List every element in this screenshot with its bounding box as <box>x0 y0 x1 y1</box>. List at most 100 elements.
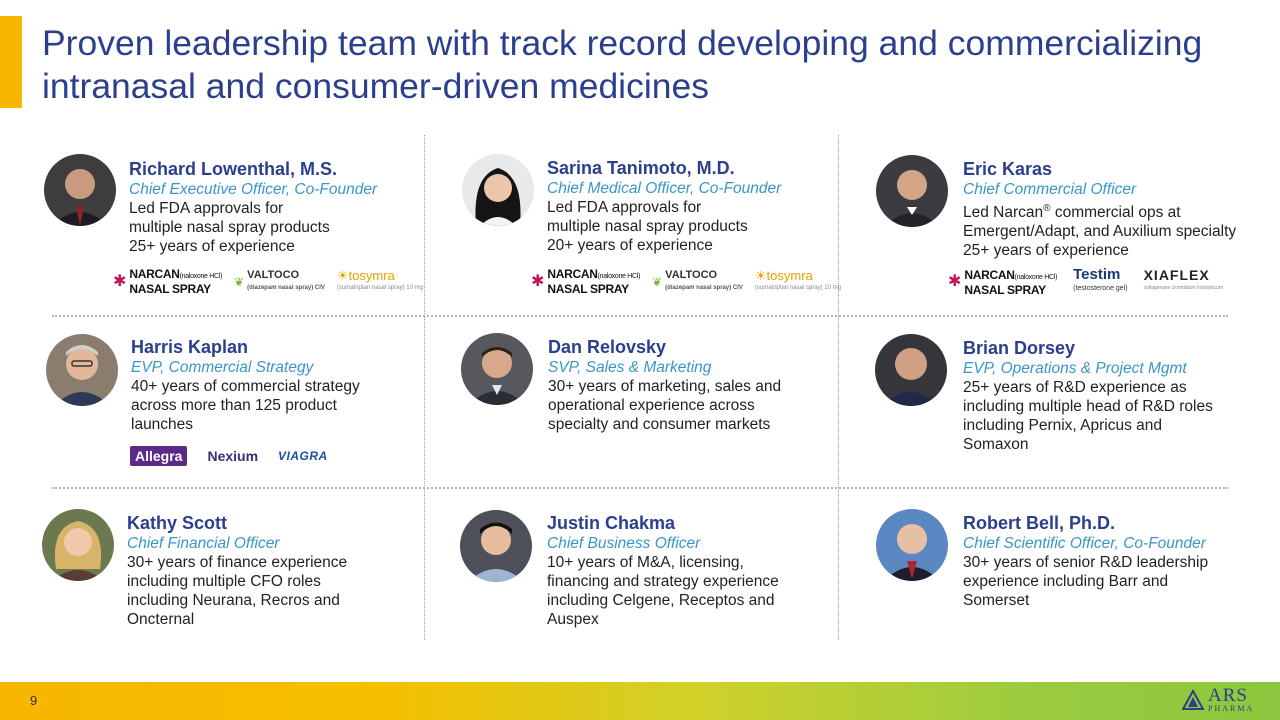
person-role: Chief Executive Officer, Co-Founder <box>129 181 378 198</box>
testim-logo-sub: (testosterone gel) <box>1073 285 1128 292</box>
person-role: Chief Commercial Officer <box>963 181 1137 198</box>
person-description: 30+ years of senior R&D leadership exper… <box>963 554 1209 609</box>
narcan-logo: ✱ NARCAN(naloxone HCl) NASAL SPRAY <box>948 269 1057 296</box>
row-divider <box>52 487 1228 489</box>
leaf-icon: ❦ <box>652 274 663 289</box>
person-description: 30+ years of marketing, sales and operat… <box>548 378 782 433</box>
product-logos: ✱ NARCAN(naloxone HCl) NASAL SPRAY Testim… <box>948 266 1224 296</box>
avatar <box>462 154 534 226</box>
ars-pharma-logo: ARS PHARMA <box>1182 685 1255 713</box>
person-card: Eric Karas Chief Commercial Officer Led … <box>963 159 1263 260</box>
person-description: 30+ years of finance experience includin… <box>127 554 348 628</box>
product-logos: Allegra Nexium VIAGRA <box>130 446 328 466</box>
testim-logo: Testim (testosterone gel) <box>1073 266 1128 296</box>
person-description: Led Narcan® commercial ops at Emergent/A… <box>963 199 1263 260</box>
product-logos: ✱ NARCAN(naloxone HCl) NASAL SPRAY ❦ VALT… <box>531 268 841 295</box>
person-card: Dan Relovsky SVP, Sales & Marketing 30+ … <box>548 337 848 434</box>
row-divider <box>52 315 1228 317</box>
description-part: Led Narcan <box>963 204 1044 222</box>
person-role: Chief Financial Officer <box>127 535 280 552</box>
avatar <box>46 334 118 406</box>
xiaflex-logo-sub: collagenase clostridium histolyticum <box>1143 285 1224 291</box>
narcan-logo-small: (naloxone HCl) <box>179 273 223 280</box>
leaf-icon: ❦ <box>234 274 245 289</box>
sun-icon: ☀ <box>754 267 767 283</box>
valtoco-logo-sub: (diazepam nasal spray) CIV <box>665 284 743 291</box>
person-name: Dan Relovsky <box>548 337 667 357</box>
column-divider <box>838 135 839 640</box>
tosymra-logo-sub: (sumatriptan nasal spray) 10 mg <box>754 284 841 291</box>
person-name: Justin Chakma <box>547 513 676 533</box>
avatar <box>42 509 114 581</box>
narcan-logo-line2: NASAL SPRAY <box>547 282 629 296</box>
narcan-logo-line2: NASAL SPRAY <box>964 282 1046 297</box>
valtoco-logo: ❦ VALTOCO (diazepam nasal spray) CIV <box>652 268 743 294</box>
person-card: Brian Dorsey EVP, Operations & Project M… <box>963 338 1263 454</box>
valtoco-logo: ❦ VALTOCO (diazepam nasal spray) CIV <box>234 268 325 294</box>
tosymra-logo-name: tosymra <box>766 267 813 283</box>
person-role: Chief Medical Officer, Co-Founder <box>547 180 782 197</box>
person-name: Richard Lowenthal, M.S. <box>129 159 338 179</box>
person-card: Sarina Tanimoto, M.D. Chief Medical Offi… <box>547 158 847 255</box>
avatar <box>460 510 532 582</box>
person-description: 10+ years of M&A, licensing, financing a… <box>547 554 779 628</box>
tosymra-logo: ☀tosymra (sumatriptan nasal spray) 10 mg <box>755 269 841 295</box>
allegra-logo: Allegra <box>130 446 188 466</box>
narcan-logo: ✱ NARCAN(naloxone HCl) NASAL SPRAY <box>531 268 640 295</box>
narcan-star-icon: ✱ <box>948 273 962 290</box>
brand-name: ARS <box>1208 685 1248 706</box>
avatar <box>461 333 533 405</box>
valtoco-logo-sub: (diazepam nasal spray) CIV <box>247 284 325 291</box>
nexium-logo: Nexium <box>207 448 259 464</box>
narcan-logo: ✱ NARCAN(naloxone HCl) NASAL SPRAY <box>113 268 222 295</box>
description-part: commercial ops at Emergent/Adapt, and Au… <box>963 204 1237 260</box>
tosymra-logo-name: tosymra <box>348 267 395 283</box>
sun-icon: ☀ <box>336 267 349 283</box>
page-title: Proven leadership team with track record… <box>42 23 1203 106</box>
person-name: Kathy Scott <box>127 513 228 533</box>
person-name: Robert Bell, Ph.D. <box>963 513 1116 533</box>
ars-triangle-icon <box>1182 689 1204 710</box>
registered-mark: ® <box>1043 203 1051 214</box>
product-logos: ✱ NARCAN(naloxone HCl) NASAL SPRAY ❦ VALT… <box>113 268 423 295</box>
xiaflex-logo: XIAFLEX collagenase clostridium histolyti… <box>1143 268 1224 295</box>
footer-gradient-bar <box>0 682 1280 720</box>
person-name: Sarina Tanimoto, M.D. <box>547 158 735 178</box>
person-role: Chief Scientific Officer, Co-Founder <box>963 535 1206 552</box>
narcan-logo-line2: NASAL SPRAY <box>129 282 211 296</box>
person-role: Chief Business Officer <box>547 535 701 552</box>
person-name: Eric Karas <box>963 159 1053 179</box>
person-card: Justin Chakma Chief Business Officer 10+… <box>547 513 847 629</box>
avatar <box>44 154 116 226</box>
page-number: 9 <box>30 693 38 708</box>
tosymra-logo: ☀tosymra (sumatriptan nasal spray) 10 mg <box>337 269 423 295</box>
narcan-star-icon: ✱ <box>113 272 127 290</box>
person-role: SVP, Sales & Marketing <box>548 359 712 376</box>
person-description: Led FDA approvals for multiple nasal spr… <box>129 200 330 255</box>
narcan-star-icon: ✱ <box>531 272 545 290</box>
valtoco-logo-name: VALTOCO <box>247 268 300 281</box>
person-name: Brian Dorsey <box>963 338 1076 358</box>
person-card: Harris Kaplan EVP, Commercial Strategy 4… <box>131 337 431 434</box>
valtoco-logo-name: VALTOCO <box>665 268 718 281</box>
narcan-logo-line1: NARCAN <box>964 267 1015 282</box>
narcan-logo-small: (naloxone HCl) <box>597 273 641 280</box>
testim-logo-name: Testim <box>1073 266 1121 283</box>
brand-sub: PHARMA <box>1208 704 1255 713</box>
column-divider <box>424 135 425 640</box>
person-description: 25+ years of R&D experience as including… <box>963 379 1213 453</box>
title-accent-bar <box>0 16 22 108</box>
avatar <box>876 155 948 227</box>
person-card: Kathy Scott Chief Financial Officer 30+ … <box>127 513 427 629</box>
avatar <box>876 509 948 581</box>
person-card: Robert Bell, Ph.D. Chief Scientific Offi… <box>963 513 1263 610</box>
person-card: Richard Lowenthal, M.S. Chief Executive … <box>129 159 429 256</box>
avatar <box>875 334 947 406</box>
person-role: EVP, Commercial Strategy <box>131 359 314 376</box>
viagra-logo: VIAGRA <box>278 449 328 463</box>
person-role: EVP, Operations & Project Mgmt <box>963 360 1187 377</box>
person-name: Harris Kaplan <box>131 337 249 357</box>
narcan-logo-line1: NARCAN <box>547 267 598 281</box>
narcan-logo-small: (naloxone HCl) <box>1014 273 1058 281</box>
person-description: 40+ years of commercial strategy across … <box>131 378 360 433</box>
